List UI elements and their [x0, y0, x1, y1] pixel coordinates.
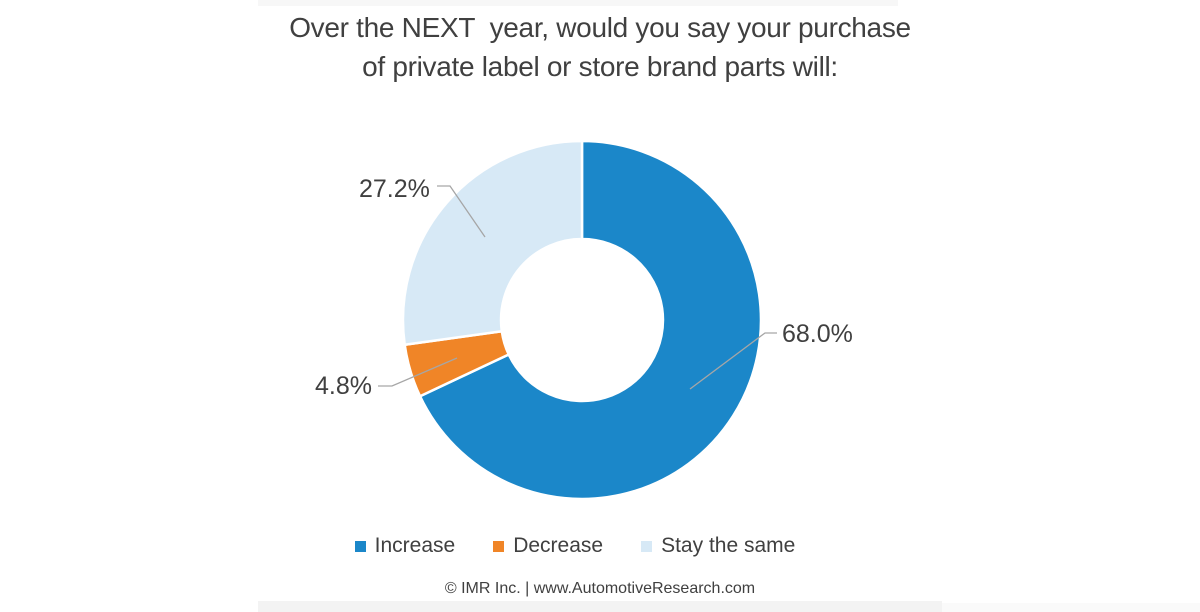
legend-item-decrease: Decrease — [493, 535, 603, 557]
legend-label-decrease: Decrease — [513, 534, 604, 557]
chart-card: Over the NEXT year, would you say your p… — [258, 0, 942, 612]
leader-line-stay-the-same — [437, 185, 486, 238]
chart-title-line1: Over the NEXT year, would you say your p… — [289, 12, 911, 43]
chart-title: Over the NEXT year, would you say your p… — [258, 8, 942, 86]
legend-label-stay-the-same: Stay the same — [661, 534, 796, 557]
bottom-edge-strip-right — [942, 603, 1200, 612]
donut-chart — [378, 139, 777, 501]
legend-swatch-decrease-icon — [493, 540, 505, 552]
legend-label-increase: Increase — [374, 534, 456, 557]
leader-line-increase — [689, 332, 777, 390]
footer-credit: © IMR Inc. | www.AutomotiveResearch.com — [444, 580, 756, 597]
leader-line-decrease — [378, 357, 458, 387]
legend-item-increase: Increase — [354, 534, 456, 557]
legend-swatch-increase-icon — [354, 540, 366, 552]
top-edge-strip — [258, 0, 898, 6]
donut-slice-stay-the-same — [401, 139, 584, 346]
legend: Increase Decrease Stay the same — [258, 535, 942, 557]
legend-swatch-stay-the-same-icon — [641, 540, 653, 552]
chart-title-line2: of private label or store brand parts wi… — [362, 51, 838, 82]
donut-slice-increase — [418, 139, 763, 501]
slice-label-stay-the-same: 27.2% — [359, 175, 430, 203]
bottom-edge-strip — [258, 601, 942, 612]
legend-item-stay-the-same: Stay the same — [641, 535, 795, 557]
slice-label-decrease: 4.8% — [315, 372, 372, 400]
slice-label-increase: 68.0% — [782, 320, 853, 348]
